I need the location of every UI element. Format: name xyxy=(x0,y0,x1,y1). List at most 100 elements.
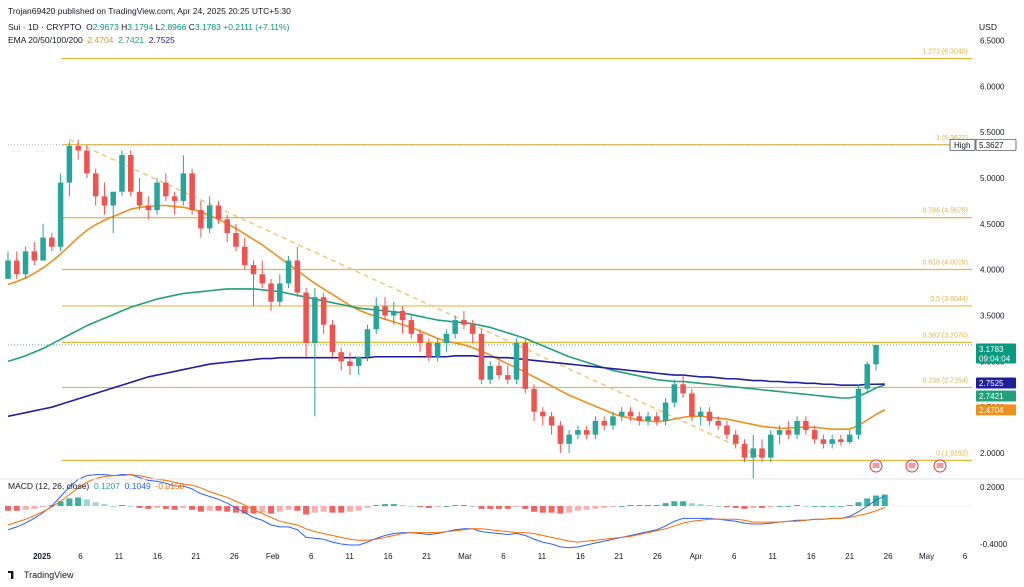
currency-label[interactable]: USD xyxy=(979,22,997,32)
macd-hist-bar xyxy=(145,506,152,509)
macd-hist-bar xyxy=(706,505,713,506)
candle-body xyxy=(434,343,441,357)
macd-hist-bar xyxy=(741,506,748,509)
candle-body xyxy=(452,320,458,334)
macd-hist-bar xyxy=(452,505,459,506)
macd-hist-bar xyxy=(127,506,134,507)
macd-hist-bar xyxy=(881,494,888,506)
macd-hist-bar xyxy=(66,498,73,506)
macd-hist-bar xyxy=(531,506,538,512)
macd-hist-bar xyxy=(355,506,362,511)
fib-label: 1 (5.3627) xyxy=(936,135,968,142)
x-tick-label: 6 xyxy=(78,552,83,561)
macd-hist-bar xyxy=(662,503,669,506)
x-tick-label: Feb xyxy=(266,552,280,561)
event-flag-icon xyxy=(872,463,880,468)
price-tag-box xyxy=(976,390,1016,402)
price-axis[interactable]: 6.5000 6.0000 5.5000 5.0000 4.5000 4.0000 3.50… xyxy=(980,37,1008,550)
candle-body xyxy=(75,145,81,151)
candle-body xyxy=(592,420,599,435)
symbol-legend[interactable]: Sui · 1D · CRYPTO O2.9673 H3.1794 L2.896… xyxy=(8,22,289,32)
candle-body xyxy=(382,306,388,316)
macd-hist-bar xyxy=(40,506,47,507)
candle-body xyxy=(285,260,292,284)
candle-body xyxy=(846,434,853,442)
macd-hist-bar xyxy=(224,506,231,512)
x-tick-label: 2025 xyxy=(33,552,51,561)
x-tick-label: 26 xyxy=(884,552,893,561)
price-tag-box xyxy=(976,343,1016,364)
y-tick-label: 6.5000 xyxy=(980,37,1005,46)
y-tick-label: 2.0000 xyxy=(980,449,1005,458)
macd-legend[interactable]: MACD (12, 26, close) 0.1207 0.1049 -0.01… xyxy=(8,481,184,491)
y-tick-label: 5.5000 xyxy=(980,128,1005,137)
candle-body xyxy=(355,356,362,366)
candle-body xyxy=(785,430,792,435)
candle-body xyxy=(391,310,397,316)
ema-legend[interactable]: EMA 20/50/100/200 2.4704 2.7421 2.7525 xyxy=(8,35,175,45)
macd-hist-bar xyxy=(487,506,494,509)
macd-hist-bar xyxy=(601,506,608,508)
candle-body xyxy=(461,320,467,325)
branding-text: TradingView xyxy=(24,570,74,580)
candle-body xyxy=(338,352,344,362)
candle-body xyxy=(22,251,29,275)
macd-hist-bar xyxy=(303,506,310,515)
fib-label: 0.382 (3.2070) xyxy=(922,332,968,339)
macd-hist-bar xyxy=(75,497,82,506)
x-tick-label: 11 xyxy=(115,552,124,561)
time-axis[interactable]: 2025 6 11 16 21 26 Feb 6 11 16 21 Mar 6 11 16 21 26 Apr 6 1… xyxy=(33,552,968,561)
macd-hist-bar xyxy=(750,506,757,508)
x-tick-label: 21 xyxy=(845,552,854,561)
macd-hist-bar xyxy=(364,506,371,508)
macd-hist-bar xyxy=(136,506,143,508)
candle-body xyxy=(627,411,634,417)
fib-label: 1.272 (6.3040) xyxy=(922,48,968,55)
macd-hist-bar xyxy=(522,506,529,509)
open-value: 2.9673 xyxy=(92,22,119,32)
candle-body xyxy=(49,237,55,247)
candle-body xyxy=(66,145,73,183)
macd-hist-bar xyxy=(5,506,11,511)
candle-body xyxy=(496,365,502,376)
candle-body xyxy=(399,310,406,321)
candle-body xyxy=(768,434,774,458)
candle-body xyxy=(741,443,748,458)
candle-body xyxy=(540,411,546,417)
close-label: C xyxy=(188,22,195,32)
tradingview-logo[interactable]: TradingView xyxy=(8,570,74,580)
macd-hist-bar xyxy=(443,506,450,507)
candle-body xyxy=(154,182,160,211)
macd-hist-bar xyxy=(574,506,581,511)
macd-hist-bar xyxy=(697,504,704,506)
candle-body xyxy=(601,420,607,426)
candle-body xyxy=(224,219,230,233)
macd-hist-bar xyxy=(434,506,441,507)
candle-body xyxy=(277,283,283,302)
event-flag-icon xyxy=(908,463,916,468)
candlesticks xyxy=(5,139,879,479)
macd-hist-bar xyxy=(197,506,204,512)
macd-hist-bar xyxy=(110,506,117,507)
macd-hist-bar xyxy=(732,506,739,508)
macd-hist-bar xyxy=(548,506,555,513)
macd-line-value: 0.1049 xyxy=(124,481,151,491)
fib-label: 0.236 (2.7154) xyxy=(922,377,968,384)
symbol-name: Sui · 1D · CRYPTO xyxy=(8,22,82,32)
macd-hist-bar xyxy=(232,506,239,513)
macd-hist-bar xyxy=(382,504,389,506)
candle-body xyxy=(347,361,353,366)
x-tick-label: 6 xyxy=(309,552,314,561)
macd-hist-bar xyxy=(469,506,476,507)
macd-tick-label: 0.2000 xyxy=(980,483,1005,492)
macd-hist-bar xyxy=(399,505,406,506)
macd-hist-bar xyxy=(57,501,64,506)
candle-body xyxy=(680,384,686,394)
descending-trendline xyxy=(69,138,763,459)
x-tick-label: Mar xyxy=(458,552,472,561)
x-tick-label: 11 xyxy=(346,552,355,561)
macd-hist-bar xyxy=(513,506,520,507)
low-label: L xyxy=(155,22,161,32)
macd-hist-bar xyxy=(162,506,169,509)
